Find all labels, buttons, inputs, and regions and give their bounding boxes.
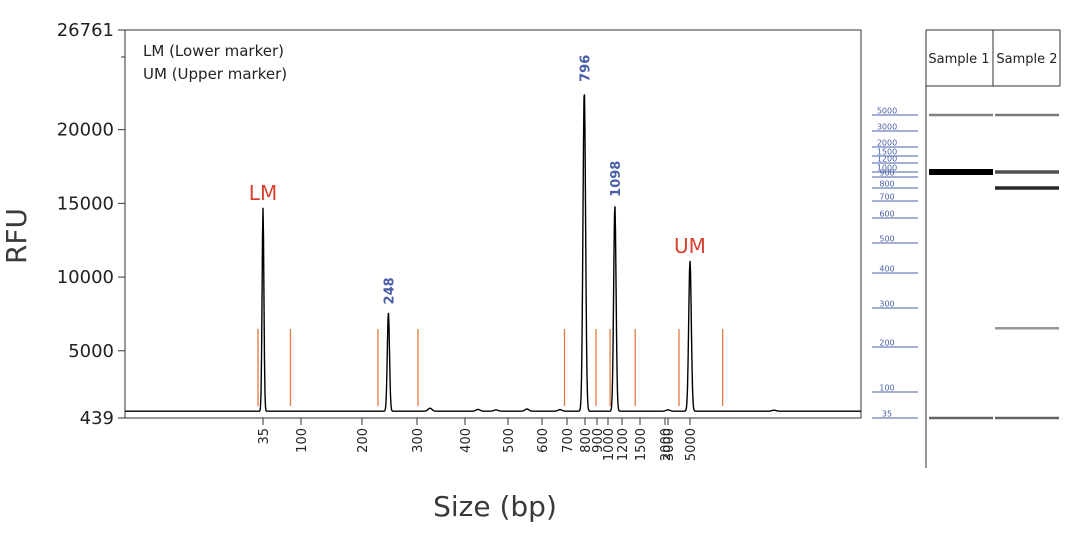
ladder-label: 400 xyxy=(879,265,894,274)
y-tick-label: 5000 xyxy=(68,341,114,362)
gel-bands xyxy=(929,113,1059,420)
y-ticks: 439 5000 10000 15000 20000 26761 xyxy=(57,20,125,429)
x-tick-label: 800 xyxy=(579,428,594,453)
ladder-label: 700 xyxy=(879,193,894,202)
x-tick-label: 400 xyxy=(459,428,474,453)
ladder-label: 1000 xyxy=(877,164,897,173)
ladder-label: 2000 xyxy=(877,139,897,148)
ladder-label: 3000 xyxy=(877,123,897,132)
ladder-label: 800 xyxy=(879,180,894,189)
y-tick-label: 10000 xyxy=(57,267,114,288)
x-tick-label: 1000 xyxy=(602,428,617,461)
gel-band xyxy=(929,169,993,175)
gel-band xyxy=(929,416,993,420)
ladder-label: 900 xyxy=(879,169,894,178)
plot-frame xyxy=(124,29,862,419)
y-tick-label: 15000 xyxy=(57,193,114,214)
size-peak-label: 1098 xyxy=(609,161,624,197)
gel-panel: Sample 1 Sample 2 5000300020001500120010… xyxy=(872,29,1061,468)
ladder-label: 100 xyxy=(879,384,894,393)
ladder-label: 1200 xyxy=(877,155,897,164)
legend-um: UM (Upper marker) xyxy=(143,65,287,83)
ladder-label: 1500 xyxy=(877,148,897,157)
x-tick-label: 2000 xyxy=(659,428,674,461)
marker-peak-label: UM xyxy=(674,234,706,258)
x-tick-label: 100 xyxy=(295,428,310,453)
x-tick-label: 300 xyxy=(411,428,426,453)
x-tick-label: 3000 xyxy=(662,428,677,461)
x-tick-label: 35 xyxy=(257,428,272,445)
gel-band xyxy=(929,113,993,117)
ladder-label: 5000 xyxy=(877,107,897,116)
peak-labels: LM 248 796 1098 UM xyxy=(249,55,706,305)
y-tick-label: 20000 xyxy=(57,120,114,141)
size-peak-label: 248 xyxy=(382,277,397,304)
y-axis-title: RFU xyxy=(0,208,33,264)
x-tick-label: 700 xyxy=(561,428,576,453)
ladder-label: 200 xyxy=(879,339,894,348)
marker-peak-label: LM xyxy=(249,181,277,205)
ladder-label: 500 xyxy=(879,235,894,244)
x-tick-label: 900 xyxy=(591,428,606,453)
trace-group xyxy=(125,94,861,412)
gel-band xyxy=(995,170,1059,174)
y-tick-label: 439 xyxy=(80,408,114,429)
ladder-label: 300 xyxy=(879,300,894,309)
legend-lm: LM (Lower marker) xyxy=(143,42,284,60)
gel-band xyxy=(995,327,1059,330)
x-axis-title: Size (bp) xyxy=(433,490,557,523)
x-tick-label: 200 xyxy=(356,428,371,453)
ladder-label: 35 xyxy=(882,410,892,419)
size-peak-label: 796 xyxy=(578,55,593,82)
lane-header-sample-1: Sample 1 xyxy=(928,52,989,67)
gel-band xyxy=(995,113,1059,117)
y-tick-label: 26761 xyxy=(57,20,114,41)
x-tick-label: 1500 xyxy=(634,428,649,461)
lane-header-sample-2: Sample 2 xyxy=(996,52,1057,67)
gel-band xyxy=(995,416,1059,420)
x-tick-label: 1200 xyxy=(616,428,631,461)
ladder-label: 600 xyxy=(879,210,894,219)
peak-region-lines xyxy=(257,329,724,406)
gel-band xyxy=(995,186,1059,190)
x-tick-label: 5000 xyxy=(684,428,699,461)
x-tick-label: 600 xyxy=(536,428,551,453)
x-tick-label: 500 xyxy=(502,428,517,453)
rfu-trace xyxy=(125,94,861,412)
